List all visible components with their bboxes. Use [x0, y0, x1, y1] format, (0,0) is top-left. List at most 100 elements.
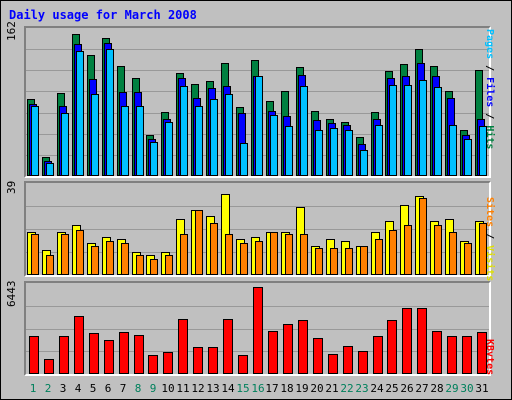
- x-tick-label: 21: [325, 382, 339, 395]
- kbytes-bar: [358, 351, 368, 374]
- pages-bar: [106, 49, 114, 176]
- kbytes-bar: [74, 316, 84, 374]
- x-tick-label: 24: [370, 382, 384, 395]
- kbytes-bar: [462, 336, 472, 374]
- sites-bar: [270, 232, 278, 275]
- kbytes-bar: [178, 319, 188, 374]
- x-tick-label: 25: [385, 382, 399, 395]
- pages-bar: [46, 163, 54, 176]
- x-tick-label: 17: [265, 382, 279, 395]
- pages-bar: [479, 126, 487, 176]
- kbytes-bar: [343, 346, 353, 374]
- kbytes-bar: [417, 308, 427, 374]
- x-tick-label: 20: [310, 382, 324, 395]
- pages-bar: [464, 139, 472, 176]
- pages-bar: [136, 106, 144, 176]
- kbytes-bar: [59, 336, 69, 374]
- x-tick-label: 15: [236, 382, 250, 395]
- x-tick-label: 7: [119, 382, 127, 395]
- pages-bar: [31, 106, 39, 176]
- sites-bar: [106, 241, 114, 275]
- gridline: [26, 206, 489, 207]
- sites-bar: [434, 225, 442, 275]
- sites-bar: [360, 246, 368, 275]
- x-tick-label: 19: [295, 382, 309, 395]
- x-tick-label: 8: [134, 382, 142, 395]
- sites-bar: [375, 239, 383, 275]
- sites-bar: [165, 255, 173, 275]
- x-tick-label: 10: [161, 382, 175, 395]
- x-tick-label: 4: [74, 382, 82, 395]
- kbytes-bar: [193, 347, 203, 374]
- kbytes-bar: [268, 331, 278, 374]
- kbytes-bar: [402, 308, 412, 374]
- x-tick-label: 16: [251, 382, 265, 395]
- sites-bar: [136, 255, 144, 275]
- sites-bar: [76, 230, 84, 275]
- sites-bar: [464, 243, 472, 275]
- sites-bar: [121, 243, 129, 275]
- sites-bar: [419, 198, 427, 275]
- x-tick-label: 2: [44, 382, 52, 395]
- kbytes-bar: [432, 331, 442, 374]
- kbytes-bar: [253, 287, 263, 374]
- sites-bar: [345, 248, 353, 275]
- pages-bar: [389, 85, 397, 176]
- sites-bar: [300, 234, 308, 275]
- pages-bar: [240, 143, 248, 176]
- sites-bar: [180, 234, 188, 275]
- pages-bar: [195, 106, 203, 176]
- visits-max-label: 39: [5, 180, 18, 194]
- x-tick-label: 12: [191, 382, 205, 395]
- sites-bar: [240, 243, 248, 275]
- legend-sep: /: [484, 107, 495, 126]
- sites-bar: [479, 223, 487, 275]
- kbytes-bar: [89, 333, 99, 374]
- x-tick-label: 31: [475, 382, 489, 395]
- kbytes-bar: [477, 332, 487, 374]
- sites-bar: [31, 234, 39, 275]
- kbytes-bar: [148, 355, 158, 374]
- kbytes-bar: [44, 359, 54, 374]
- sites-bar: [225, 234, 233, 275]
- kbytes-bar: [447, 336, 457, 374]
- gridline: [26, 49, 489, 50]
- sites-bar: [255, 241, 263, 275]
- x-tick-label: 29: [445, 382, 459, 395]
- x-tick-label: 14: [221, 382, 235, 395]
- kbytes-max-label: 6443: [5, 280, 18, 308]
- x-tick-label: 22: [340, 382, 354, 395]
- kbytes-bar: [208, 347, 218, 374]
- kbytes-bar: [134, 335, 144, 374]
- sites-bar: [195, 210, 203, 275]
- x-tick-label: 11: [176, 382, 190, 395]
- usage-panel: [24, 26, 491, 178]
- sites-bar: [285, 234, 293, 275]
- kbytes-bar: [283, 324, 293, 374]
- sites-bar: [61, 234, 69, 275]
- chart-title: Daily usage for March 2008: [9, 8, 197, 22]
- sites-bar: [404, 225, 412, 275]
- x-tick-label: 9: [149, 382, 157, 395]
- legend-sep: /: [484, 59, 495, 78]
- pages-bar: [150, 142, 158, 176]
- pages-bar: [404, 85, 412, 176]
- sites-bar: [210, 223, 218, 275]
- pages-bar: [255, 76, 263, 176]
- x-tick-label: 30: [460, 382, 474, 395]
- sites-bar: [389, 230, 397, 275]
- sites-bar: [315, 248, 323, 275]
- x-tick-label: 18: [280, 382, 294, 395]
- x-tick-label: 5: [89, 382, 97, 395]
- sites-bar: [46, 255, 54, 275]
- pages-bar: [434, 87, 442, 176]
- pages-bar: [360, 150, 368, 176]
- pages-bar: [165, 122, 173, 176]
- pages-bar: [121, 106, 129, 176]
- gridline: [26, 229, 489, 230]
- kbytes-bar: [373, 336, 383, 374]
- pages-bar: [76, 51, 84, 176]
- x-tick-label: 27: [415, 382, 429, 395]
- pages-bar: [345, 130, 353, 176]
